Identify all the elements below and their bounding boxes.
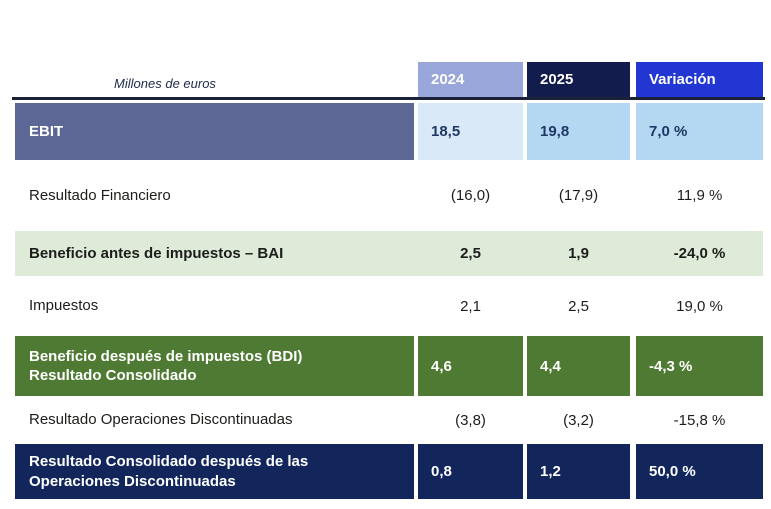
row-label: EBIT xyxy=(15,103,414,160)
value-variacion: 11,9 % xyxy=(676,187,723,204)
table-row-resultado-financiero: Resultado Financiero (16,0) (17,9) 11,9 … xyxy=(15,160,763,231)
value-2025: 1,9 xyxy=(568,245,589,262)
value-2025: (3,2) xyxy=(563,411,594,429)
header-divider-line xyxy=(12,97,765,100)
value-2024: 2,5 xyxy=(460,245,481,262)
row-label: Impuestos xyxy=(29,297,99,315)
value-2025: 2,5 xyxy=(568,297,589,315)
value-2024: (3,8) xyxy=(455,411,486,429)
value-variacion: 19,0 % xyxy=(676,297,723,315)
row-label: Beneficio después de impuestos (BDI) Res… xyxy=(15,336,414,396)
value-variacion: 50,0 % xyxy=(636,444,763,499)
column-header-2025: 2025 xyxy=(527,62,630,97)
table-row-ebit: EBIT 18,5 19,8 7,0 % xyxy=(15,103,763,160)
table-header-row: 2024 2025 Variación xyxy=(15,62,763,97)
row-label: Beneficio antes de impuestos – BAI xyxy=(29,244,284,262)
value-2025: 1,2 xyxy=(527,444,630,499)
row-label: Resultado Consolidado después de las Ope… xyxy=(15,444,414,499)
value-2024: 18,5 xyxy=(418,103,523,160)
table-row-resultado-consolidado-final: Resultado Consolidado después de las Ope… xyxy=(15,444,763,499)
table-row-impuestos: Impuestos 2,1 2,5 19,0 % xyxy=(15,276,763,336)
value-2024: 4,6 xyxy=(418,336,523,396)
value-2025: 19,8 xyxy=(527,103,630,160)
table-row-operaciones-discontinuadas: Resultado Operaciones Discontinuadas (3,… xyxy=(15,396,763,444)
column-header-variacion: Variación xyxy=(636,62,763,97)
table-row-bdi: Beneficio después de impuestos (BDI) Res… xyxy=(15,336,763,396)
value-variacion: -15,8 % xyxy=(673,411,726,429)
value-variacion: 7,0 % xyxy=(636,103,763,160)
units-caption: Millones de euros xyxy=(114,76,216,91)
header-spacer xyxy=(15,62,414,97)
row-label: Resultado Financiero xyxy=(29,186,171,204)
value-variacion: -4,3 % xyxy=(636,336,763,396)
row-label: Resultado Operaciones Discontinuadas xyxy=(29,411,293,429)
table-row-bai: Beneficio antes de impuestos – BAI 2,5 1… xyxy=(15,231,763,276)
value-2024: 0,8 xyxy=(418,444,523,499)
value-2024: (16,0) xyxy=(450,187,491,204)
value-2024: 2,1 xyxy=(460,297,481,315)
value-variacion: -24,0 % xyxy=(673,245,726,262)
value-2025: (17,9) xyxy=(558,187,599,204)
value-2025: 4,4 xyxy=(527,336,630,396)
column-header-2024: 2024 xyxy=(418,62,523,97)
